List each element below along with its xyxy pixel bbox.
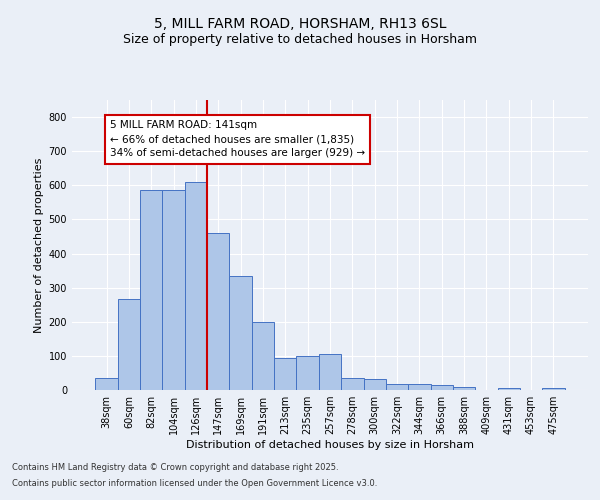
Bar — [207, 233, 229, 390]
Bar — [319, 354, 341, 390]
X-axis label: Distribution of detached houses by size in Horsham: Distribution of detached houses by size … — [186, 440, 474, 450]
Bar — [252, 322, 274, 390]
Bar — [542, 388, 565, 390]
Text: Contains public sector information licensed under the Open Government Licence v3: Contains public sector information licen… — [12, 478, 377, 488]
Bar — [386, 384, 408, 390]
Bar — [408, 384, 431, 390]
Y-axis label: Number of detached properties: Number of detached properties — [34, 158, 44, 332]
Bar — [118, 298, 140, 390]
Bar — [364, 379, 386, 390]
Bar — [274, 358, 296, 390]
Bar — [140, 190, 163, 390]
Text: 5 MILL FARM ROAD: 141sqm
← 66% of detached houses are smaller (1,835)
34% of sem: 5 MILL FARM ROAD: 141sqm ← 66% of detach… — [110, 120, 365, 158]
Bar — [341, 378, 364, 390]
Text: Size of property relative to detached houses in Horsham: Size of property relative to detached ho… — [123, 32, 477, 46]
Text: Contains HM Land Registry data © Crown copyright and database right 2025.: Contains HM Land Registry data © Crown c… — [12, 462, 338, 471]
Bar — [163, 190, 185, 390]
Bar — [453, 386, 475, 390]
Bar — [185, 182, 207, 390]
Bar — [497, 388, 520, 390]
Bar — [431, 385, 453, 390]
Text: 5, MILL FARM ROAD, HORSHAM, RH13 6SL: 5, MILL FARM ROAD, HORSHAM, RH13 6SL — [154, 18, 446, 32]
Bar — [296, 356, 319, 390]
Bar — [229, 276, 252, 390]
Bar — [95, 378, 118, 390]
